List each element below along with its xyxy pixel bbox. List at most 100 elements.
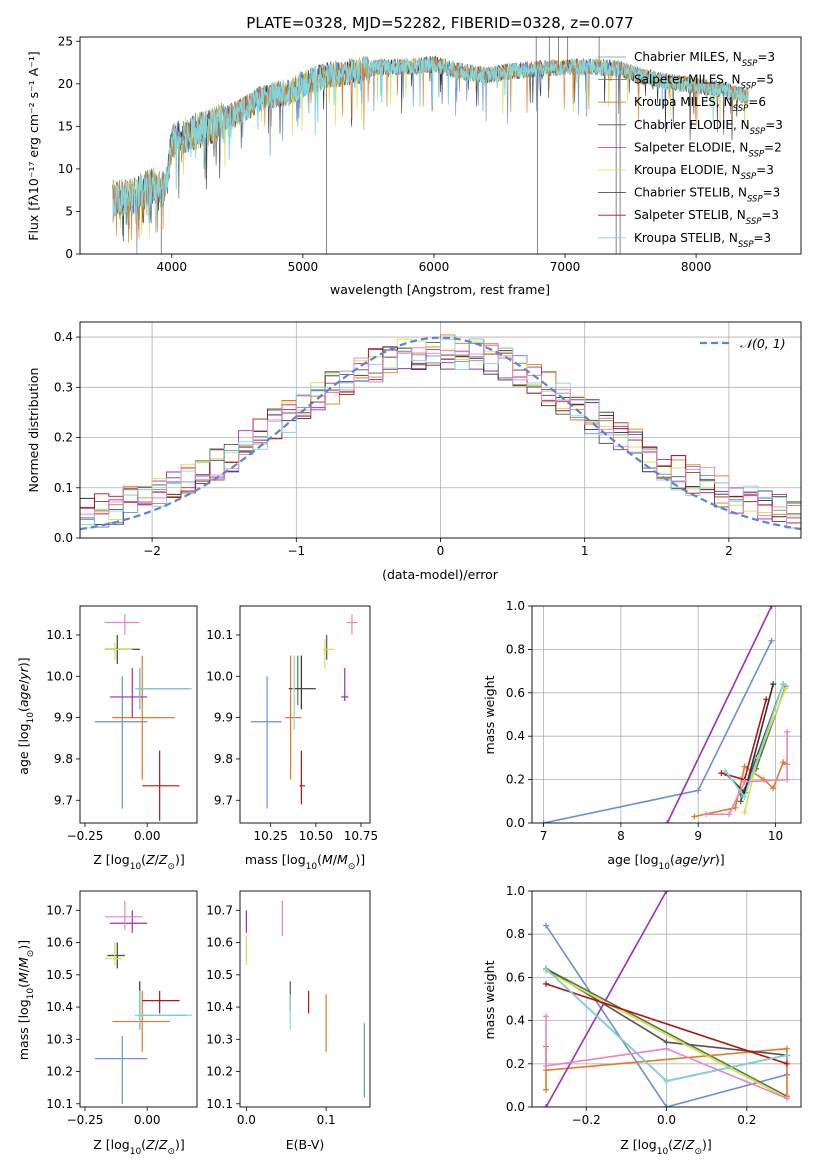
weight-marker [663,1039,670,1046]
mass-vs-ebv-xlabel: E(B-V) [286,1137,325,1152]
axes-frame [79,890,198,1108]
spectrum-line [112,56,749,254]
label-part: )] [16,940,31,950]
y-tick-label: 9.7 [214,793,233,807]
label-part: M [16,957,31,968]
x-tick-label: −2 [143,544,161,558]
legend-sub: SSP [733,104,749,114]
y-tick-label: 10.6 [46,936,73,950]
label-part: M [16,972,31,983]
legend-label: Salpeter ELODIE, N [634,140,748,154]
weight-marker [732,804,739,811]
legend-suffix: =5 [756,73,774,87]
weight-marker [663,1104,670,1107]
weight-marker [540,820,547,823]
mass-vs-Z-ylabel: mass [log10(M/M⊙)] [16,940,36,1060]
legend-suffix: =3 [757,50,775,64]
figure-title: PLATE=0328, MJD=52282, FIBERID=0328, z=0… [246,14,633,32]
y-tick-label: 0.1 [54,481,73,495]
y-tick-label: 0.0 [506,1100,525,1114]
residual-xlabel: (data-model)/error [382,567,499,582]
label-part: Z [672,1137,682,1152]
legend-suffix: =2 [764,140,782,154]
weight-marker [663,1045,670,1052]
y-tick-label: 25 [58,34,73,48]
weight-marker [780,681,787,688]
legend-label: Kroupa STELIB, N [634,231,738,245]
x-tick-label: 4000 [156,260,187,274]
x-tick-label: 10.50 [299,829,333,843]
y-tick-label: 5 [65,204,73,218]
weight-marker [543,965,550,972]
label-part: Z [log [620,1137,656,1152]
legend-sub: SSP [748,149,764,159]
x-tick-label: 6000 [419,260,450,274]
y-tick-label: 0.3 [54,380,73,394]
x-tick-label: −0.25 [67,829,104,843]
y-tick-label: 0.2 [54,431,73,445]
x-tick-label: 0.0 [237,1113,256,1127]
y-tick-label: 10.4 [46,1000,73,1014]
label-part: yr [701,852,715,867]
x-tick-label: 1 [581,544,589,558]
weight-vs-age-ylabel: mass weight [482,675,497,754]
y-tick-label: 1.0 [506,884,525,898]
weight-series-line [545,925,788,1107]
legend-entry: Kroupa STELIB, NSSP=3 [634,231,771,250]
x-tick-label: 10.75 [344,829,378,843]
weight-marker [780,759,787,766]
residual-panel: −2 −1 0 1 2 0.0 0.1 0.2 0.3 0.4 𝒩(0, 1) (data-model… [26,321,802,582]
legend-entry: Chabrier STELIB, NSSP=3 [634,186,780,205]
y-tick-label: 0.6 [506,686,525,700]
age-vs-mass-panel: 10.25 10.50 10.75 9.7 9.8 9.9 10.0 10.1 mass [lo… [206,605,378,872]
y-tick-label: 10.2 [46,1065,73,1079]
weight-marker [784,776,791,783]
x-tick-label: 7000 [550,260,581,274]
label-part: ⊙ [167,1147,175,1157]
legend-entry: Chabrier ELODIE, NSSP=3 [634,118,783,137]
weight-marker [782,685,789,692]
y-tick-label: 10.3 [206,1032,233,1046]
label-part: )] [355,852,365,867]
weight-marker [722,767,729,774]
legend-suffix: =3 [765,118,783,132]
weight-marker [741,793,748,800]
label-part: Z [log [93,1137,129,1152]
label-part: ( [141,1137,146,1152]
y-tick-label: 10.5 [46,968,73,982]
y-tick-label: 0.2 [506,1057,525,1071]
weight-marker [695,787,702,794]
label-part: Z [158,1137,168,1152]
plot-area [532,891,801,1107]
y-tick-label: 0.8 [506,642,525,656]
weight-marker [770,681,777,688]
label-part: / [155,1137,160,1152]
legend-sub: SSP [741,172,757,182]
label-part: 10 [26,712,36,724]
legend-suffix: =3 [754,231,772,245]
label-part: / [155,852,160,867]
label-part: 10 [130,1147,142,1157]
weight-marker [663,1078,670,1085]
y-tick-label: 0.6 [506,970,525,984]
x-tick-label: 0.0 [657,1113,676,1127]
age-vs-Z-xlabel: Z [log10(Z/Z⊙)] [93,852,185,872]
x-tick-label: 0.00 [134,1113,161,1127]
weight-marker [741,809,748,816]
plot-area [245,900,366,1098]
mass-vs-Z-panel: −0.25 0.00 10.1 10.2 10.3 10.4 10.5 10.6 10.7 Z [… [16,890,198,1157]
label-part: ( [141,852,146,867]
label-part: ( [16,707,31,712]
weight-marker [763,696,770,703]
label-part: ⊙ [348,862,356,872]
legend-label: Chabrier MILES, N [634,50,742,64]
legend-gaussian-label: 𝒩(0, 1) [740,336,786,351]
label-part: ( [16,983,31,988]
plot-area [80,322,801,538]
label-part: / [698,852,703,867]
y-tick-label: 0.2 [506,773,525,787]
axes-frame [239,605,371,824]
x-tick-label: 0.1 [317,1113,336,1127]
label-part: ( [670,852,675,867]
